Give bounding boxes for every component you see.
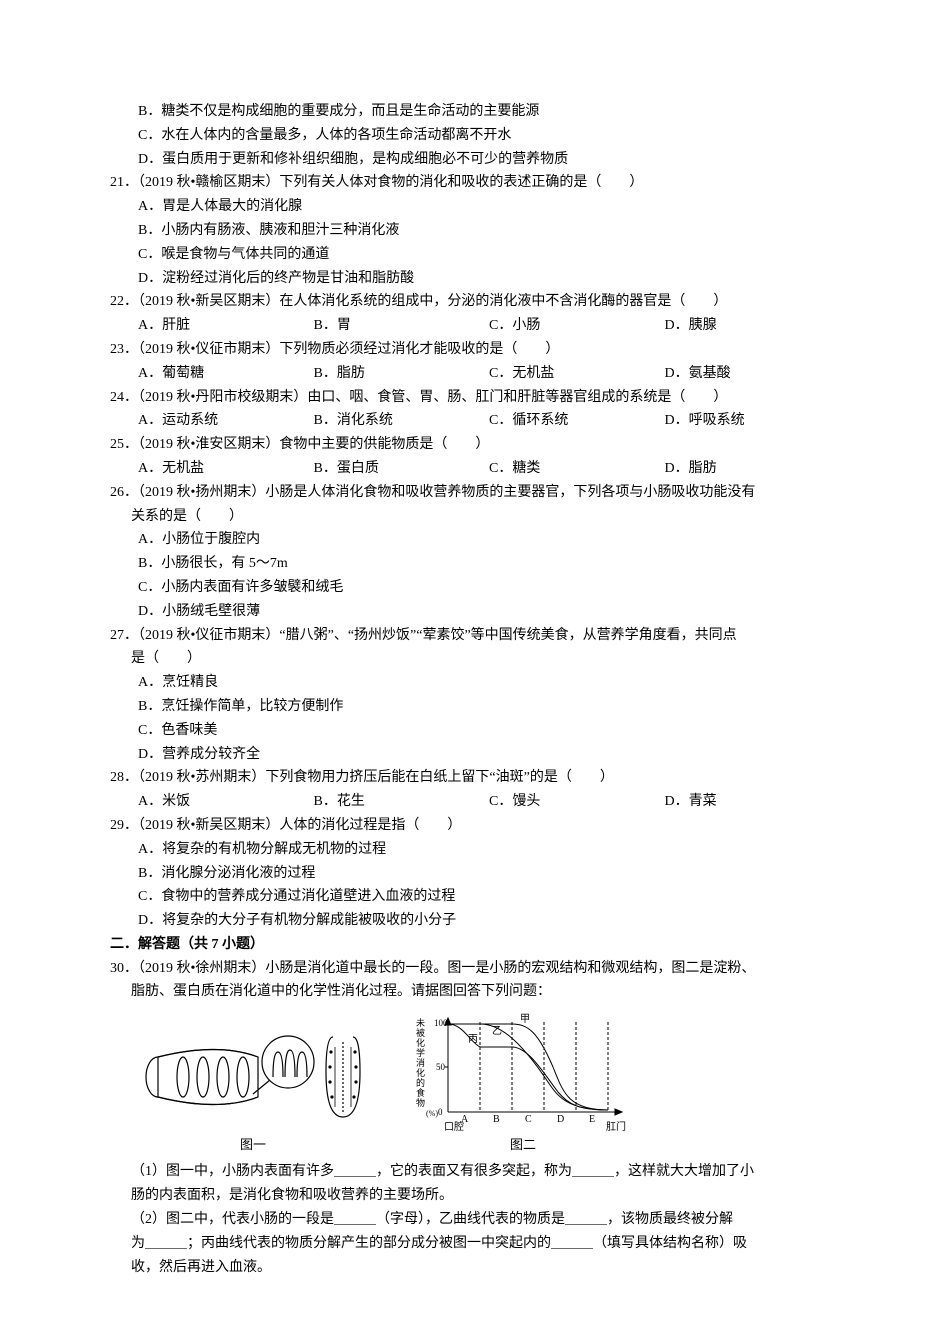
q30-p1: （1）图一中，小肠内表面有许多＿＿＿，它的表面又有很多突起，称为＿＿＿，这样就大…: [110, 1160, 840, 1184]
xB: B: [493, 1114, 500, 1125]
q24-opt-d: D．呼吸系统: [665, 409, 841, 433]
q30-p1d: 肠的内表面积，是消化食物和吸收营养的主要场所。: [110, 1184, 840, 1208]
q23-options: A．葡萄糖 B．脂肪 C．无机盐 D．氨基酸: [110, 362, 840, 386]
q30-figures: 图一 未被化学消化的食物 (%): [138, 1012, 840, 1156]
q27-opt-d: D．营养成分较齐全: [110, 743, 840, 767]
q23-opt-d: D．氨基酸: [665, 362, 841, 386]
q30-p2b: （字母），乙曲线代表的物质是: [376, 1212, 565, 1227]
figure-1: 图一: [138, 1022, 368, 1156]
q30-p2-line2: 为＿＿＿；丙曲线代表的物质分解产生的部分成分被图一中突起内的＿＿＿（填写具体结构…: [110, 1232, 840, 1256]
q27-opt-a: A．烹饪精良: [110, 671, 840, 695]
ytick-50: 50: [436, 1062, 446, 1072]
xlabel-right: 肛门: [606, 1120, 626, 1132]
q22-stem: 22．（2019 秋•新吴区期末）在人体消化系统的组成中，分泌的消化液中不含消化…: [110, 290, 840, 314]
q27-stem2: 是（ ）: [110, 647, 840, 671]
xD: D: [557, 1114, 564, 1125]
q23-opt-c: C．无机盐: [489, 362, 665, 386]
blank: ＿＿＿: [334, 1212, 376, 1227]
q29-opt-b: B．消化腺分泌消化液的过程: [110, 862, 840, 886]
q26-opt-a: A．小肠位于腹腔内: [110, 528, 840, 552]
q30-p2: （2）图二中，代表小肠的一段是＿＿＿（字母），乙曲线代表的物质是＿＿＿，该物质最…: [110, 1208, 840, 1232]
q27-opt-b: B．烹饪操作简单，比较方便制作: [110, 695, 840, 719]
q28-options: A．米饭 B．花生 C．馒头 D．青菜: [110, 790, 840, 814]
q27-opt-c: C．色香味美: [110, 719, 840, 743]
blank: ＿＿＿: [565, 1212, 607, 1227]
q26-opt-b: B．小肠很长，有 5～7m: [110, 552, 840, 576]
q20-opt-b: B．糖类不仅是构成细胞的重要成分，而且是生命活动的主要能源: [110, 100, 840, 124]
xlabel-left: 口腔: [444, 1120, 464, 1132]
figure-2: 未被化学消化的食物 (%): [408, 1012, 638, 1156]
q27-stem: 27．（2019 秋•仪征市期末）“腊八粥”、“扬州炒饭”“荤素饺”等中国传统美…: [110, 624, 840, 648]
q30-stem1: 30．（2019 秋•徐州期末）小肠是消化道中最长的一段。图一是小肠的宏观结构和…: [110, 957, 840, 981]
ytick-100: 100: [434, 1018, 448, 1028]
q30-p2e: ；丙曲线代表的物质分解产生的部分成分被图一中突起内的: [187, 1236, 551, 1251]
q28-opt-c: C．馒头: [489, 790, 665, 814]
q25-opt-d: D．脂肪: [665, 457, 841, 481]
figure-1-caption: 图一: [240, 1134, 266, 1156]
q28-stem: 28．（2019 秋•苏州期末）下列食物用力挤压后能在白纸上留下“油斑”的是（ …: [110, 766, 840, 790]
q24-stem: 24．（2019 秋•丹阳市校级期末）由口、咽、食管、胃、肠、肛门和肝脏等器官组…: [110, 386, 840, 410]
q23-stem: 23．（2019 秋•仪征市期末）下列物质必须经过消化才能吸收的是（ ）: [110, 338, 840, 362]
blank: ＿＿＿: [572, 1164, 614, 1179]
q30-p1c: ，这样就大大增加了小: [614, 1164, 754, 1179]
q21-opt-d: D．淀粉经过消化后的终产物是甘油和脂肪酸: [110, 267, 840, 291]
q29-opt-a: A．将复杂的有机物分解成无机物的过程: [110, 838, 840, 862]
q24-opt-b: B．消化系统: [314, 409, 490, 433]
blank: ＿＿＿: [145, 1236, 187, 1251]
q22-opt-b: B．胃: [314, 314, 490, 338]
q29-opt-d: D．将复杂的大分子有机物分解成能被吸收的小分子: [110, 909, 840, 933]
blank: ＿＿＿: [551, 1236, 593, 1251]
q21-stem: 21．（2019 秋•赣榆区期末）下列有关人体对食物的消化和吸收的表述正确的是（…: [110, 171, 840, 195]
q22-opt-d: D．胰腺: [665, 314, 841, 338]
digestion-chart: 未被化学消化的食物 (%): [408, 1012, 638, 1132]
chart-yunit: (%): [426, 1109, 438, 1118]
q28-opt-a: A．米饭: [138, 790, 314, 814]
q24-options: A．运动系统 B．消化系统 C．循环系统 D．呼吸系统: [110, 409, 840, 433]
q21-opt-a: A．胃是人体最大的消化腺: [110, 195, 840, 219]
q26-opt-c: C．小肠内表面有许多皱襞和绒毛: [110, 576, 840, 600]
xE: E: [589, 1114, 595, 1125]
q25-options: A．无机盐 B．蛋白质 C．糖类 D．脂肪: [110, 457, 840, 481]
q29-opt-c: C．食物中的营养成分通过消化道壁进入血液的过程: [110, 885, 840, 909]
q26-stem2: 关系的是（ ）: [110, 505, 840, 529]
q30-p2d: 为: [131, 1236, 145, 1251]
q22-opt-c: C．小肠: [489, 314, 665, 338]
q24-opt-c: C．循环系统: [489, 409, 665, 433]
q21-opt-c: C．喉是食物与气体共同的通道: [110, 243, 840, 267]
chart-ylabel: 未被化学消化的食物: [416, 1017, 425, 1108]
curve-yi: 乙: [492, 1025, 502, 1037]
q25-opt-a: A．无机盐: [138, 457, 314, 481]
q30-p1a: （1）图一中，小肠内表面有许多: [131, 1164, 334, 1179]
q25-stem: 25．（2019 秋•淮安区期末）食物中主要的供能物质是（ ）: [110, 433, 840, 457]
q28-opt-d: D．青菜: [665, 790, 841, 814]
q30-p1b: ，它的表面又有很多突起，称为: [376, 1164, 572, 1179]
q30-p2f: （填写具体结构名称）吸: [593, 1236, 747, 1251]
q30-p2c: ，该物质最终被分解: [607, 1212, 733, 1227]
figure-2-caption: 图二: [510, 1134, 536, 1156]
q25-opt-b: B．蛋白质: [314, 457, 490, 481]
blank: ＿＿＿: [334, 1164, 376, 1179]
q28-opt-b: B．花生: [314, 790, 490, 814]
xC: C: [525, 1114, 532, 1125]
q21-opt-b: B．小肠内有肠液、胰液和胆汁三种消化液: [110, 219, 840, 243]
q22-options: A．肝脏 B．胃 C．小肠 D．胰腺: [110, 314, 840, 338]
q23-opt-a: A．葡萄糖: [138, 362, 314, 386]
q22-opt-a: A．肝脏: [138, 314, 314, 338]
q29-stem: 29．（2019 秋•新吴区期末）人体的消化过程是指（ ）: [110, 814, 840, 838]
intestine-diagram: [138, 1022, 368, 1132]
q20-opt-c: C．水在人体内的含量最多，人体的各项生命活动都离不开水: [110, 124, 840, 148]
ytick-0: 0: [438, 1107, 443, 1117]
q24-opt-a: A．运动系统: [138, 409, 314, 433]
q26-stem: 26．（2019 秋•扬州期末）小肠是人体消化食物和吸收营养物质的主要器官，下列…: [110, 481, 840, 505]
q23-opt-b: B．脂肪: [314, 362, 490, 386]
q26-opt-d: D．小肠绒毛壁很薄: [110, 600, 840, 624]
q30-p2a: （2）图二中，代表小肠的一段是: [131, 1212, 334, 1227]
q30-p2g: 收，然后再进入血液。: [110, 1256, 840, 1280]
curve-bing: 丙: [468, 1034, 478, 1045]
q20-opt-d: D．蛋白质用于更新和修补组织细胞，是构成细胞必不可少的营养物质: [110, 148, 840, 172]
curve-jia: 甲: [520, 1014, 530, 1025]
q25-opt-c: C．糖类: [489, 457, 665, 481]
q30-stem2: 脂肪、蛋白质在消化道中的化学性消化过程。请据图回答下列问题：: [110, 980, 840, 1004]
section-2-heading: 二．解答题（共 7 小题）: [110, 933, 840, 957]
